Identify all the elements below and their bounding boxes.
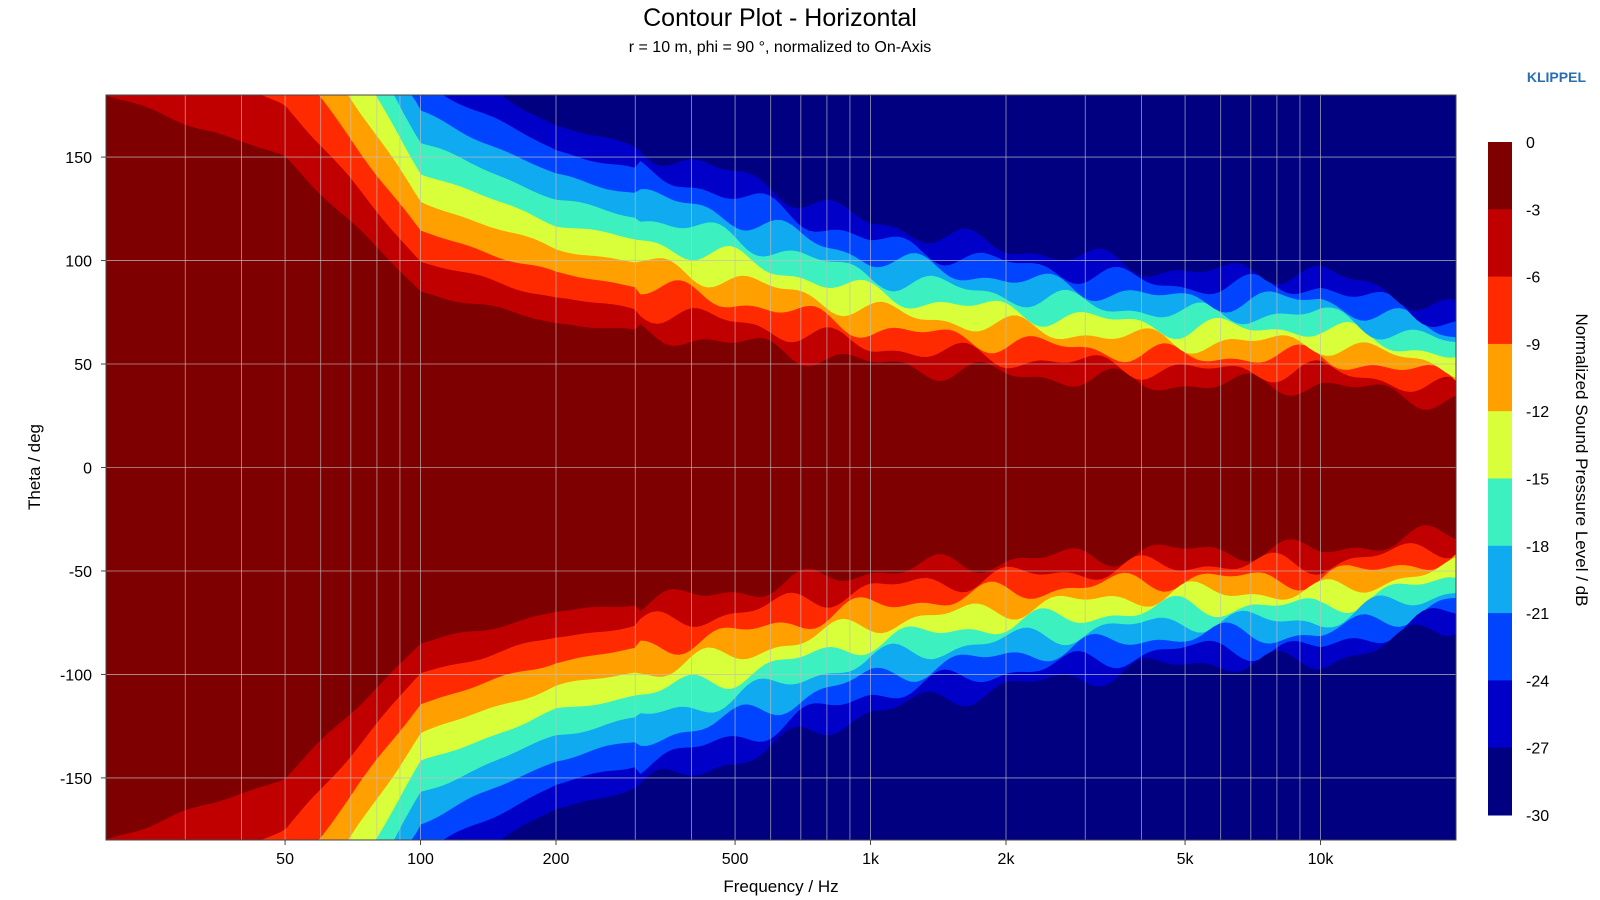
x-tick-label: 100 [407, 851, 434, 868]
chart-title: Contour Plot - Horizontal [643, 4, 917, 32]
grid [106, 95, 1456, 840]
x-tick-label: 1k [862, 851, 880, 868]
contour-band-9-lower [106, 624, 1456, 840]
colorbar-segment [1488, 545, 1512, 614]
colorbar-tick-label: -30 [1526, 808, 1549, 825]
y-tick-label: 100 [65, 254, 92, 271]
y-axis: 150 100 50 0 -50 -100 -150 [60, 150, 106, 788]
y-tick-label: 150 [65, 150, 92, 167]
colorbar-tick-label: 0 [1526, 135, 1535, 152]
x-tick-label: 200 [543, 851, 570, 868]
y-tick-label: 50 [74, 357, 92, 374]
colorbar-tick-label: -27 [1526, 741, 1549, 758]
y-tick-label: 0 [83, 461, 92, 478]
x-tick-label: 50 [276, 851, 294, 868]
colorbar-tick-label: -3 [1526, 202, 1540, 219]
colorbar-segment [1488, 343, 1512, 412]
colorbar-tick-label: -18 [1526, 539, 1549, 556]
contour-band-9-upper [106, 95, 1456, 311]
contour-band-9 [106, 95, 1456, 840]
y-tick-label: -100 [60, 667, 92, 684]
colorbar: 0 -3 -6 -9 -12 -15 -18 -21 -24 -27 -30 [1488, 135, 1549, 825]
contour-area [106, 95, 1456, 840]
y-tick-label: -50 [69, 564, 92, 581]
x-tick-label: 10k [1308, 851, 1335, 868]
colorbar-segment [1488, 411, 1512, 479]
y-axis-label: Theta / deg [25, 424, 44, 510]
colorbar-tick-label: -6 [1526, 270, 1540, 287]
colorbar-tick-label: -12 [1526, 404, 1549, 421]
x-tick-label: 2k [998, 851, 1016, 868]
colorbar-segment [1488, 478, 1512, 547]
colorbar-tick-label: -9 [1526, 337, 1540, 354]
y-tick-label: -150 [60, 771, 92, 788]
chart-subtitle: r = 10 m, phi = 90 °, normalized to On-A… [629, 39, 932, 56]
x-tick-label: 5k [1177, 851, 1195, 868]
colorbar-segment [1488, 276, 1512, 345]
colorbar-segment [1488, 680, 1512, 749]
colorbar-segment [1488, 747, 1512, 816]
x-axis-label: Frequency / Hz [723, 877, 838, 896]
colorbar-segment [1488, 613, 1512, 681]
x-tick-label: 500 [722, 851, 749, 868]
colorbar-tick-label: -21 [1526, 606, 1549, 623]
x-axis: 50 100 200 500 1k 2k 5k 10k [276, 840, 1334, 868]
colorbar-label: Normalized Sound Pressure Level / dB [1572, 314, 1591, 607]
colorbar-tick-label: -15 [1526, 472, 1549, 489]
colorbar-tick-label: -24 [1526, 673, 1549, 690]
brand-logo: KLIPPEL [1527, 69, 1587, 85]
colorbar-segment [1488, 142, 1512, 210]
colorbar-segment [1488, 209, 1512, 278]
